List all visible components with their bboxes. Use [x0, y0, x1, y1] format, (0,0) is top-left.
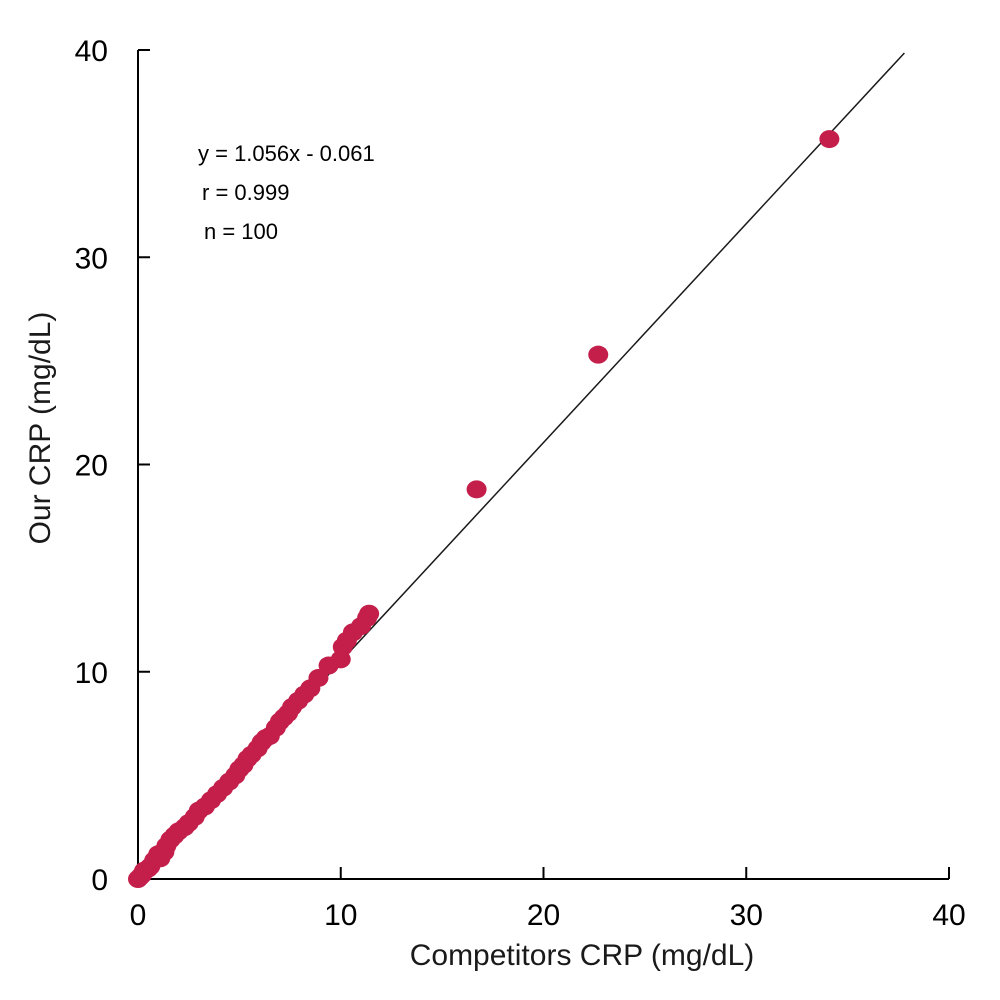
- y-axis-title: Our CRP (mg/dL): [24, 312, 57, 545]
- equation-annotation: y = 1.056x - 0.061: [198, 141, 375, 166]
- x-tick-label: 30: [730, 899, 763, 932]
- data-point: [359, 604, 380, 623]
- y-tick-label: 0: [91, 864, 108, 897]
- x-tick-label: 20: [527, 899, 560, 932]
- data-point: [466, 480, 487, 499]
- data-point: [819, 130, 840, 149]
- y-tick-label: 40: [75, 35, 108, 68]
- r-annotation: r = 0.999: [202, 180, 289, 205]
- annotations: y = 1.056x - 0.061 r = 0.999 n = 100: [198, 141, 375, 244]
- n-annotation: n = 100: [204, 219, 278, 244]
- x-tick-label: 40: [932, 899, 965, 932]
- y-tick-label: 30: [75, 242, 108, 275]
- data-points: [128, 130, 840, 888]
- data-point: [308, 668, 329, 687]
- x-tick-label: 0: [130, 899, 147, 932]
- axes: 0 10 20 30 40 0 10 20 30 40: [75, 35, 966, 932]
- y-tick-label: 20: [75, 450, 108, 483]
- x-tick-label: 10: [324, 899, 357, 932]
- x-axis-title: Competitors CRP (mg/dL): [410, 939, 755, 972]
- data-point: [588, 345, 609, 364]
- y-tick-label: 10: [75, 657, 108, 690]
